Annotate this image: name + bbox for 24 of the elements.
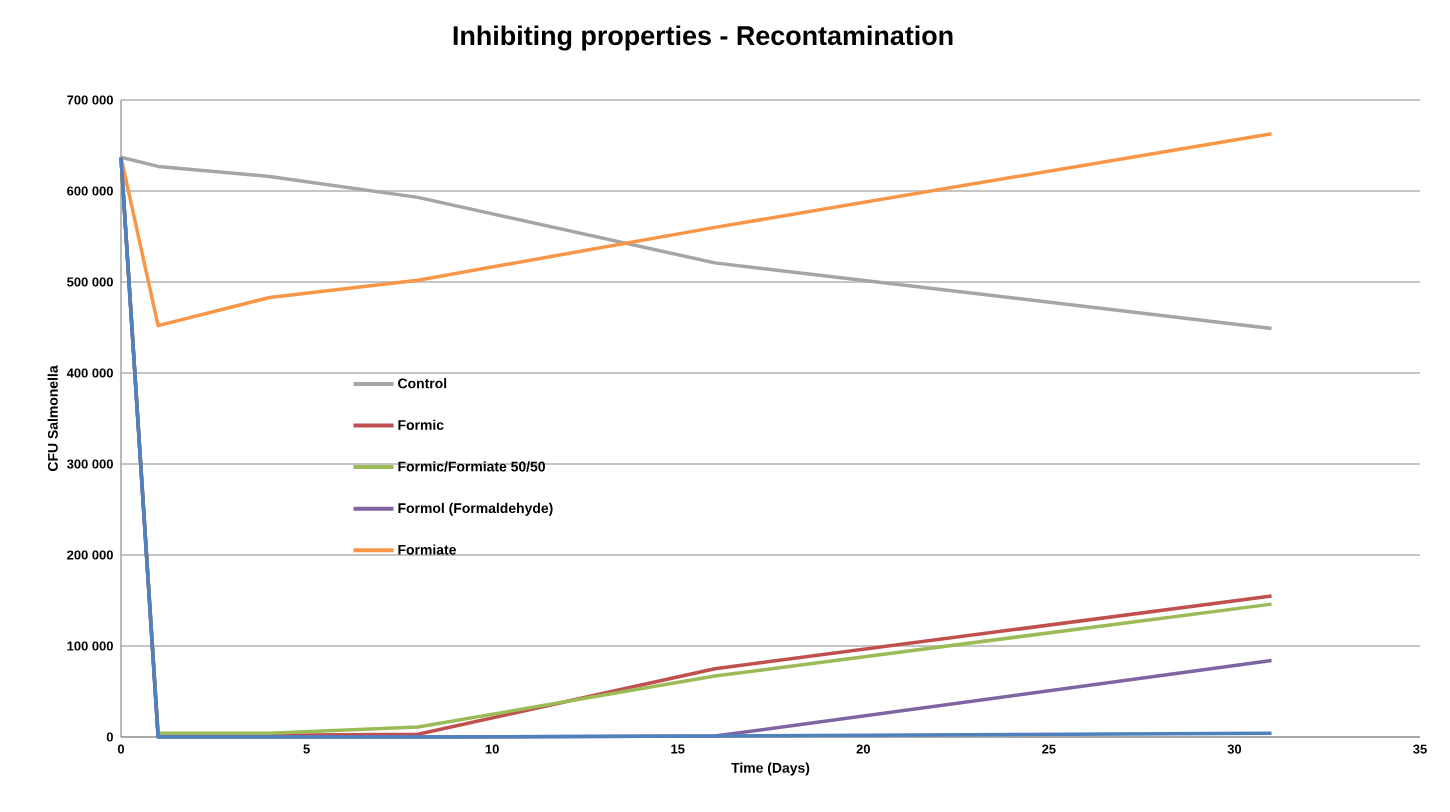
y-tick-label: 500 000 (67, 277, 113, 287)
x-tick-label: 10 (485, 744, 499, 754)
x-tick-label: 15 (671, 744, 685, 754)
y-tick-label: 600 000 (67, 186, 113, 196)
legend-label: Control (398, 378, 447, 389)
x-axis-title: Time (Days) (731, 762, 810, 776)
legend-label: Formic (398, 419, 444, 430)
y-tick-label: 300 000 (66, 459, 113, 469)
x-tick-label: 0 (117, 744, 125, 754)
x-tick-label: 5 (303, 744, 310, 754)
y-axis-title: CFU Salmonella (47, 365, 58, 472)
x-tick-label: 35 (1413, 744, 1427, 754)
y-tick-label: 200 000 (67, 550, 113, 560)
y-tick-label: 400 000 (66, 368, 113, 378)
x-tick-label: 30 (1227, 744, 1242, 754)
legend-label: Formiate (398, 544, 456, 555)
x-tick-label: 20 (856, 744, 870, 754)
x-tick-label: 25 (1042, 744, 1056, 754)
chart-title: Inhibiting properties - Recontamination (453, 25, 953, 51)
legend-label: Formol (Formaldehyde) (398, 502, 553, 516)
y-tick-label: 100 000 (67, 641, 113, 651)
y-tick-label: 0 (106, 732, 113, 742)
y-tick-label: 700 000 (67, 95, 113, 105)
legend-label: Formic/Formiate 50/50 (398, 461, 545, 472)
